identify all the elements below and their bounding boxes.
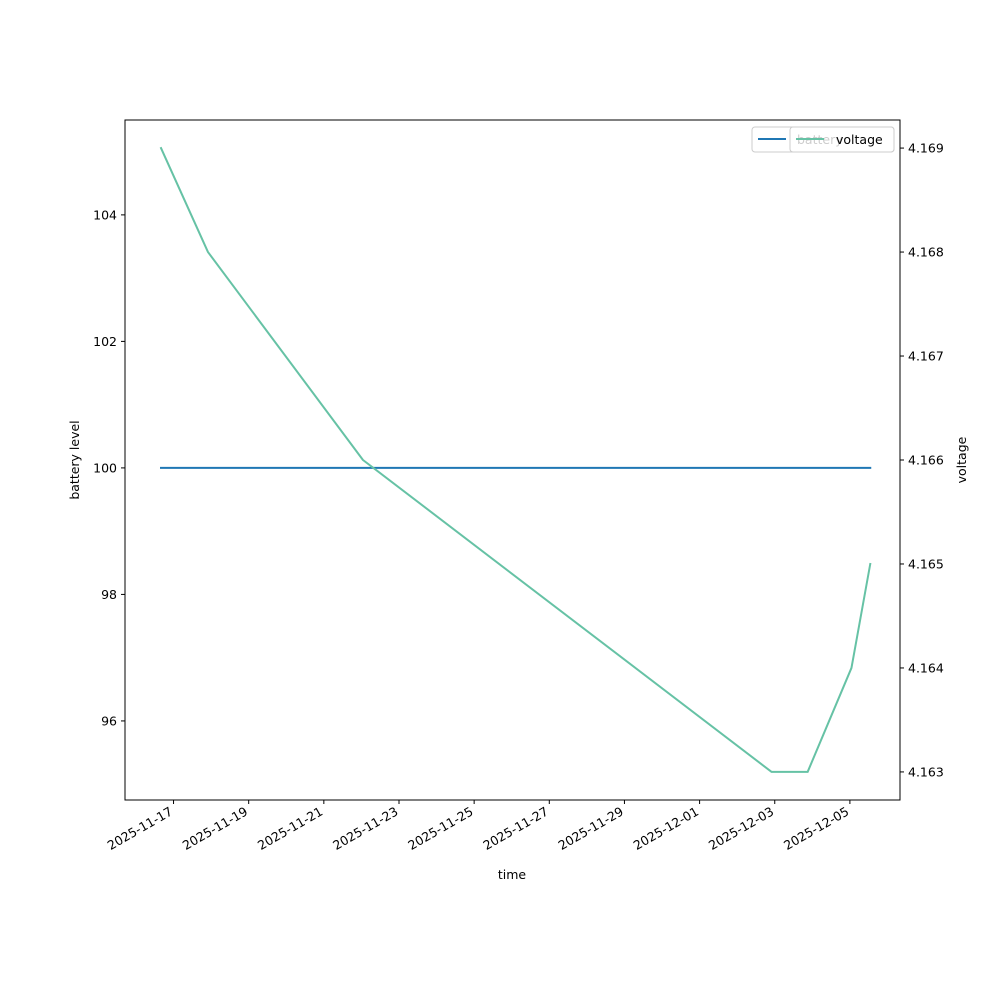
right-tick-label: 4.166 [908,453,944,468]
left-axis-ticks: 96 98 100 102 104 [93,207,125,728]
right-tick-label: 4.163 [908,764,944,779]
left-tick-label: 100 [93,460,117,475]
series-line-voltage [159,146,872,773]
series-layer [159,146,872,773]
right-axis-ticks: 4.163 4.164 4.165 4.166 4.167 4.168 4.169 [900,141,944,779]
left-tick-label: 102 [93,334,117,349]
left-tick-label: 104 [93,207,117,222]
left-axis-title: battery level [67,420,82,499]
legend-voltage: voltage [789,126,895,153]
right-tick-label: 4.164 [908,660,944,675]
legend-voltage-frame [789,126,895,153]
legend-voltage-label: voltage [836,132,883,147]
right-axis-title: voltage [954,436,969,483]
right-tick-label: 4.168 [908,245,944,260]
left-tick-label: 98 [101,587,117,602]
right-tick-label: 4.165 [908,556,944,571]
left-tick-label: 96 [101,713,117,728]
right-tick-label: 4.167 [908,349,944,364]
x-axis-title: time [498,867,527,882]
right-tick-label: 4.169 [908,141,944,156]
